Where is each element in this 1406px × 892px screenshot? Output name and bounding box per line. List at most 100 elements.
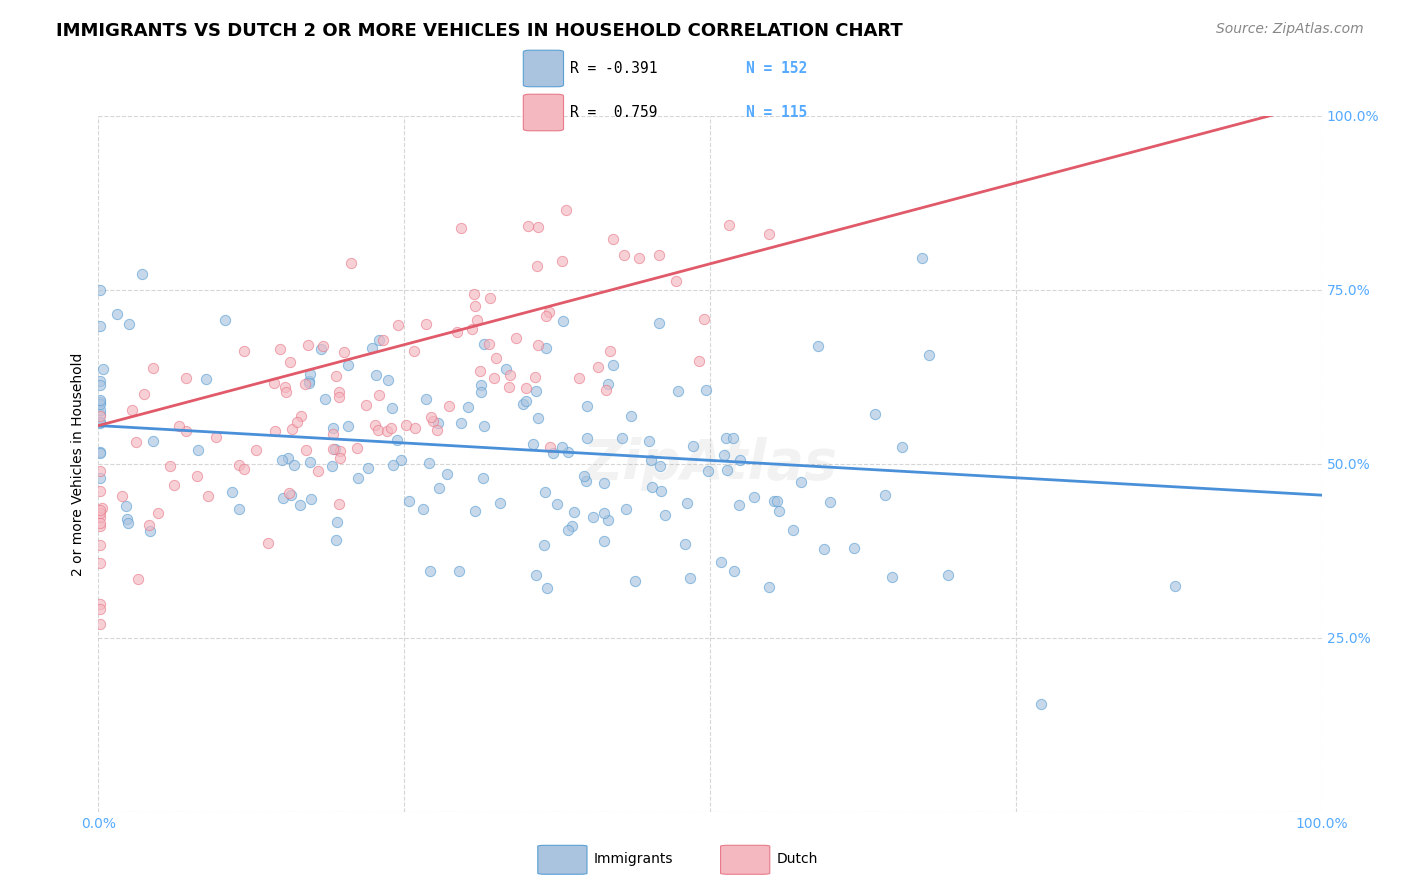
Point: [89, 377, 111, 392]
Point: [602, 232, 624, 246]
Point: [346, 441, 368, 455]
Point: [298, 374, 321, 388]
Point: [89, 464, 111, 478]
Point: [307, 464, 329, 478]
Point: [461, 321, 484, 335]
Point: [89, 506, 111, 520]
Point: [650, 458, 672, 473]
Point: [298, 376, 321, 390]
Point: [450, 416, 472, 430]
Point: [766, 494, 789, 508]
Point: [495, 362, 517, 376]
Point: [713, 448, 735, 462]
Point: [682, 439, 704, 453]
Point: [127, 572, 149, 586]
Point: [380, 421, 402, 435]
Point: [768, 504, 790, 518]
Point: [918, 348, 941, 362]
Point: [820, 494, 842, 508]
Point: [592, 533, 614, 548]
Point: [627, 251, 650, 265]
Point: [527, 338, 550, 352]
Point: [880, 570, 903, 584]
Point: [89, 318, 111, 333]
Point: [709, 554, 731, 568]
Point: [654, 508, 676, 522]
Point: [534, 341, 557, 355]
Point: [666, 384, 689, 399]
Point: [714, 431, 737, 445]
Point: [299, 368, 322, 382]
Point: [277, 486, 299, 500]
Point: [546, 497, 568, 511]
Point: [665, 274, 688, 288]
Point: [91, 362, 114, 376]
Point: [464, 299, 486, 313]
Point: [321, 458, 343, 473]
Point: [873, 488, 896, 502]
Point: [515, 381, 537, 395]
Point: [214, 313, 236, 327]
Text: Dutch: Dutch: [776, 852, 818, 865]
Text: Source: ZipAtlas.com: Source: ZipAtlas.com: [1216, 22, 1364, 37]
Point: [512, 397, 534, 411]
Point: [842, 541, 865, 556]
Point: [174, 424, 197, 438]
Point: [125, 435, 148, 450]
Point: [533, 538, 555, 552]
Point: [197, 490, 219, 504]
Point: [402, 343, 425, 358]
Point: [595, 383, 617, 397]
Point: [232, 462, 254, 476]
Point: [723, 564, 745, 578]
Point: [205, 430, 228, 444]
Point: [89, 402, 111, 417]
Point: [89, 407, 111, 421]
Point: [115, 499, 138, 513]
Point: [329, 444, 352, 458]
Point: [142, 434, 165, 449]
Point: [347, 471, 370, 485]
Point: [332, 345, 354, 359]
Point: [592, 506, 614, 520]
FancyBboxPatch shape: [523, 95, 564, 131]
Point: [373, 333, 395, 347]
Point: [322, 420, 344, 434]
Point: [688, 354, 710, 368]
Point: [572, 469, 595, 483]
Point: [697, 464, 720, 478]
Point: [271, 453, 294, 467]
Point: [457, 400, 479, 414]
Point: [675, 496, 697, 510]
Point: [221, 485, 243, 500]
Point: [274, 384, 297, 399]
Point: [478, 291, 501, 305]
Point: [865, 407, 887, 421]
Text: ZipAtlas: ZipAtlas: [582, 437, 838, 491]
Point: [472, 471, 495, 485]
Point: [716, 463, 738, 477]
Point: [194, 372, 217, 386]
Point: [89, 516, 111, 530]
Point: [468, 364, 491, 378]
Point: [472, 419, 495, 434]
Point: [599, 343, 621, 358]
Point: [1029, 697, 1052, 711]
Point: [679, 571, 702, 585]
Point: [367, 423, 389, 437]
Point: [536, 581, 558, 595]
Point: [283, 458, 305, 472]
Point: [478, 336, 501, 351]
Point: [517, 219, 540, 234]
Point: [419, 565, 441, 579]
Point: [470, 377, 492, 392]
Point: [328, 385, 350, 400]
Point: [537, 304, 560, 318]
Point: [602, 359, 624, 373]
Point: [89, 602, 111, 616]
Point: [807, 338, 830, 352]
Point: [387, 318, 409, 332]
Text: R =  0.759: R = 0.759: [569, 105, 657, 120]
Point: [377, 373, 399, 387]
Point: [550, 440, 572, 454]
